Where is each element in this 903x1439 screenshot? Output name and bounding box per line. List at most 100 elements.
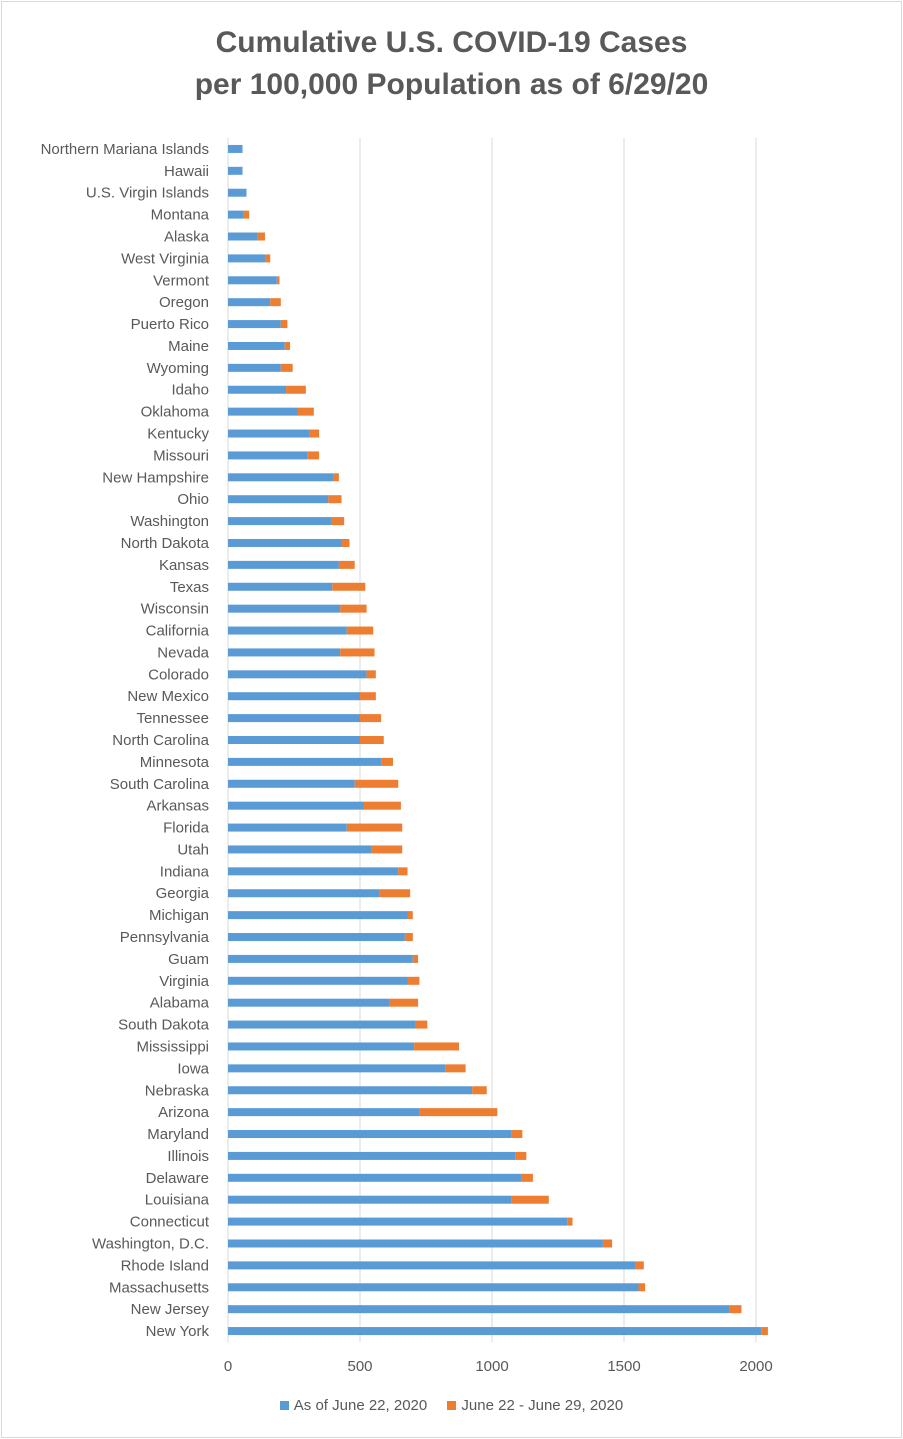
bar-series-1 bbox=[228, 582, 333, 591]
bar-series-2 bbox=[297, 407, 314, 416]
bar-series-1 bbox=[228, 1108, 420, 1117]
bar-series-1 bbox=[228, 538, 342, 547]
category-label: Connecticut bbox=[130, 1214, 210, 1231]
category-label: Oregon bbox=[159, 294, 209, 311]
bar-series-1 bbox=[228, 692, 360, 701]
bar-series-1 bbox=[228, 451, 308, 460]
x-tick-label-0: 0 bbox=[224, 1358, 232, 1375]
bar-series-1 bbox=[228, 1130, 512, 1139]
category-label: Idaho bbox=[171, 382, 209, 399]
bar-series-2 bbox=[635, 1261, 644, 1270]
bar-series-1 bbox=[228, 1195, 512, 1204]
category-label: Washington bbox=[130, 513, 209, 530]
category-label: Minnesota bbox=[140, 754, 210, 771]
bar-series-1 bbox=[228, 341, 285, 350]
bar-series-2 bbox=[307, 451, 320, 460]
bar-series-2 bbox=[404, 933, 413, 942]
bar-series-2 bbox=[412, 954, 419, 963]
category-label: Kentucky bbox=[147, 426, 209, 443]
bar-series-2 bbox=[341, 538, 350, 547]
bar-series-1 bbox=[228, 911, 408, 920]
category-label: Virginia bbox=[159, 973, 209, 990]
bar-series-1 bbox=[228, 933, 405, 942]
bar-series-2 bbox=[243, 210, 250, 219]
category-label: Montana bbox=[151, 207, 210, 224]
x-tick-label-1500: 1500 bbox=[607, 1358, 640, 1375]
category-label: Alaska bbox=[164, 229, 210, 246]
bar-series-2 bbox=[270, 298, 281, 307]
category-label: Delaware bbox=[146, 1170, 209, 1187]
bar-series-1 bbox=[228, 604, 341, 613]
category-label: South Carolina bbox=[110, 776, 210, 793]
bar-series-2 bbox=[515, 1151, 527, 1160]
category-label: Maryland bbox=[147, 1126, 209, 1143]
legend-label-series-2: June 22 - June 29, 2020 bbox=[461, 1397, 624, 1414]
bar-series-1 bbox=[228, 1064, 446, 1073]
bar-series-1 bbox=[228, 1305, 730, 1314]
category-label: Rhode Island bbox=[121, 1257, 209, 1274]
bar-series-2 bbox=[602, 1239, 613, 1248]
bar-series-2 bbox=[360, 692, 376, 701]
bar-series-2 bbox=[286, 385, 306, 394]
bar-series-1 bbox=[228, 670, 367, 679]
bar-series-2 bbox=[567, 1217, 573, 1226]
bar-series-2 bbox=[276, 276, 280, 285]
category-label: California bbox=[146, 623, 210, 640]
category-label: Arizona bbox=[158, 1104, 210, 1121]
bar-series-2 bbox=[521, 1173, 533, 1182]
bar-series-2 bbox=[280, 320, 288, 329]
category-label: Kansas bbox=[159, 557, 209, 574]
chart-title: Cumulative U.S. COVID-19 Cases per 100,0… bbox=[0, 22, 903, 106]
bar-series-2 bbox=[284, 341, 291, 350]
bar-series-1 bbox=[228, 976, 408, 985]
category-label: Nevada bbox=[157, 644, 209, 661]
category-label: Nebraska bbox=[145, 1082, 210, 1099]
bar-series-2 bbox=[333, 473, 339, 482]
bar-series-2 bbox=[354, 779, 399, 788]
bar-series-2 bbox=[366, 670, 376, 679]
bar-series-1 bbox=[228, 998, 390, 1007]
category-label: Washington, D.C. bbox=[92, 1235, 209, 1252]
bar-series-1 bbox=[228, 166, 243, 175]
x-tick-label-1000: 1000 bbox=[475, 1358, 508, 1375]
category-label: Hawaii bbox=[164, 163, 209, 180]
bar-series-1 bbox=[228, 1151, 516, 1160]
category-label: Utah bbox=[177, 841, 209, 858]
category-label: Colorado bbox=[148, 666, 209, 683]
bar-series-2 bbox=[379, 889, 411, 898]
bar-series-2 bbox=[445, 1064, 466, 1073]
bar-series-1 bbox=[228, 254, 265, 263]
bar-series-1 bbox=[228, 385, 287, 394]
bar-series-1 bbox=[228, 1327, 762, 1336]
bar-series-2 bbox=[398, 867, 408, 876]
legend-swatch-blue bbox=[279, 1401, 289, 1410]
bar-series-2 bbox=[330, 517, 345, 526]
bar-series-2 bbox=[346, 626, 374, 635]
bar-series-1 bbox=[228, 1261, 636, 1270]
category-label: Louisiana bbox=[145, 1192, 210, 1209]
bar-series-1 bbox=[228, 648, 341, 657]
bar-series-1 bbox=[228, 429, 310, 438]
bar-series-2 bbox=[381, 757, 393, 766]
category-labels: Northern Mariana Islands Hawaii U.S. Virgi… bbox=[41, 141, 210, 1340]
bar-series-2 bbox=[360, 714, 382, 723]
bar-series-1 bbox=[228, 473, 334, 482]
category-label: Oklahoma bbox=[141, 404, 210, 421]
bar-series-1 bbox=[228, 495, 329, 504]
category-label: Michigan bbox=[149, 907, 209, 924]
bar-series-2 bbox=[638, 1283, 646, 1292]
bar-series-1 bbox=[228, 845, 372, 854]
bar-series-2 bbox=[309, 429, 320, 438]
bar-series-1 bbox=[228, 954, 413, 963]
category-label: Vermont bbox=[153, 272, 210, 289]
bar-series-2 bbox=[729, 1305, 742, 1314]
category-label: Ohio bbox=[177, 491, 209, 508]
bar-series-1 bbox=[228, 144, 243, 153]
bar-series-1 bbox=[228, 1239, 603, 1248]
bar-series-1 bbox=[228, 757, 382, 766]
bar-series-2 bbox=[346, 823, 403, 832]
bar-series-1 bbox=[228, 232, 258, 241]
legend: As of June 22, 2020 June 22 - June 29, 2… bbox=[0, 1397, 903, 1414]
bar-series-1 bbox=[228, 298, 271, 307]
